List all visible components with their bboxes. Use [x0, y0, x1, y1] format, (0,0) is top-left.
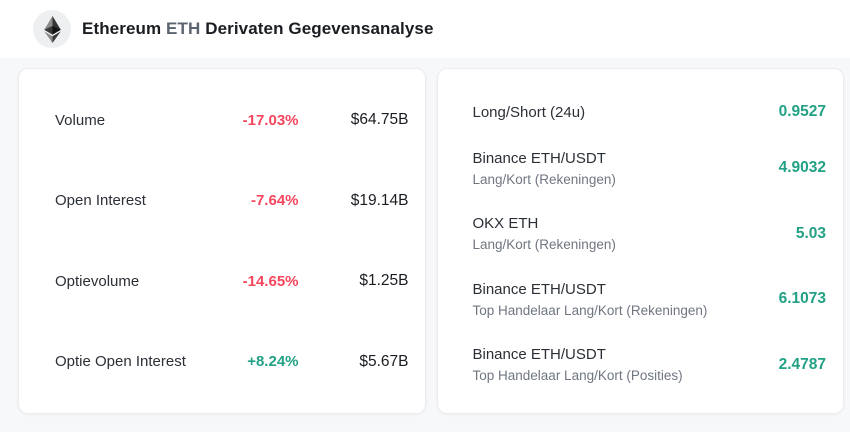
metric-change: +8.24% [247, 353, 299, 371]
ratio-row: OKX ETH Lang/Kort (Rekeningen) 5.03 [473, 215, 827, 252]
long-short-ratios-card: Long/Short (24u) 0.9527 Binance ETH/USDT… [436, 68, 844, 414]
ratio-value: 0.9527 [778, 103, 826, 120]
metric-row: Optievolume -14.65% $1.25B [55, 272, 409, 290]
ratio-labels: Binance ETH/USDT Lang/Kort (Rekeningen) [473, 150, 779, 187]
ratio-label: Binance ETH/USDT [472, 346, 606, 363]
metric-value: $5.67B [359, 352, 409, 370]
ratio-labels: Binance ETH/USDT Top Handelaar Lang/Kort… [473, 346, 779, 383]
page-title: Ethereum ETH Derivaten Gegevensanalyse [82, 19, 434, 39]
ratio-sublabel: Top Handelaar Lang/Kort (Posities) [472, 368, 683, 383]
metric-label: Volume [55, 111, 106, 129]
ratio-row: Binance ETH/USDT Top Handelaar Lang/Kort… [473, 346, 827, 383]
coin-symbol: ETH [166, 19, 201, 38]
metric-label: Optievolume [55, 272, 140, 290]
ratio-sublabel: Top Handelaar Lang/Kort (Rekeningen) [472, 302, 708, 318]
derivatives-metrics-card: Volume -17.03% $64.75B Open Interest -7.… [18, 68, 426, 414]
metric-value: $1.25B [359, 272, 409, 290]
metric-row: Open Interest -7.64% $19.14B [55, 192, 409, 210]
metric-row: Optie Open Interest +8.24% $5.67B [55, 353, 409, 371]
ratio-label: OKX ETH [472, 215, 539, 232]
ratio-sublabel: Lang/Kort (Rekeningen) [472, 237, 616, 252]
metric-change: -17.03% [242, 111, 299, 129]
metric-change: -14.65% [242, 272, 299, 290]
ratio-value: 4.9032 [778, 159, 826, 176]
ratio-value: 5.03 [795, 224, 826, 242]
ratio-value: 6.1073 [778, 290, 826, 307]
metric-label: Open Interest [55, 192, 146, 210]
ratio-row: Binance ETH/USDT Lang/Kort (Rekeningen) … [473, 150, 827, 187]
cards-container: Volume -17.03% $64.75B Open Interest -7.… [0, 58, 850, 432]
metric-change: -7.64% [250, 192, 299, 210]
ethereum-logo-icon [33, 10, 71, 48]
title-suffix: Derivaten Gegevensanalyse [205, 19, 434, 38]
ratio-label: Binance ETH/USDT [472, 149, 606, 167]
metric-value: $64.75B [350, 111, 409, 128]
metric-row: Volume -17.03% $64.75B [55, 111, 409, 129]
coin-name: Ethereum [82, 19, 162, 38]
ratio-row: Binance ETH/USDT Top Handelaar Lang/Kort… [473, 281, 827, 318]
metric-value: $19.14B [350, 191, 409, 209]
ratio-label: Binance ETH/USDT [472, 280, 606, 298]
ratio-sublabel: Lang/Kort (Rekeningen) [472, 171, 616, 187]
ratio-labels: Long/Short (24u) [473, 104, 779, 121]
ratio-labels: OKX ETH Lang/Kort (Rekeningen) [473, 215, 796, 252]
metric-label: Optie Open Interest [55, 353, 186, 371]
ratio-label: Long/Short (24u) [472, 103, 586, 121]
ratio-labels: Binance ETH/USDT Top Handelaar Lang/Kort… [473, 281, 779, 318]
page-header: Ethereum ETH Derivaten Gegevensanalyse [0, 0, 850, 58]
ratio-row: Long/Short (24u) 0.9527 [473, 103, 827, 121]
ratio-value: 2.4787 [778, 355, 826, 373]
